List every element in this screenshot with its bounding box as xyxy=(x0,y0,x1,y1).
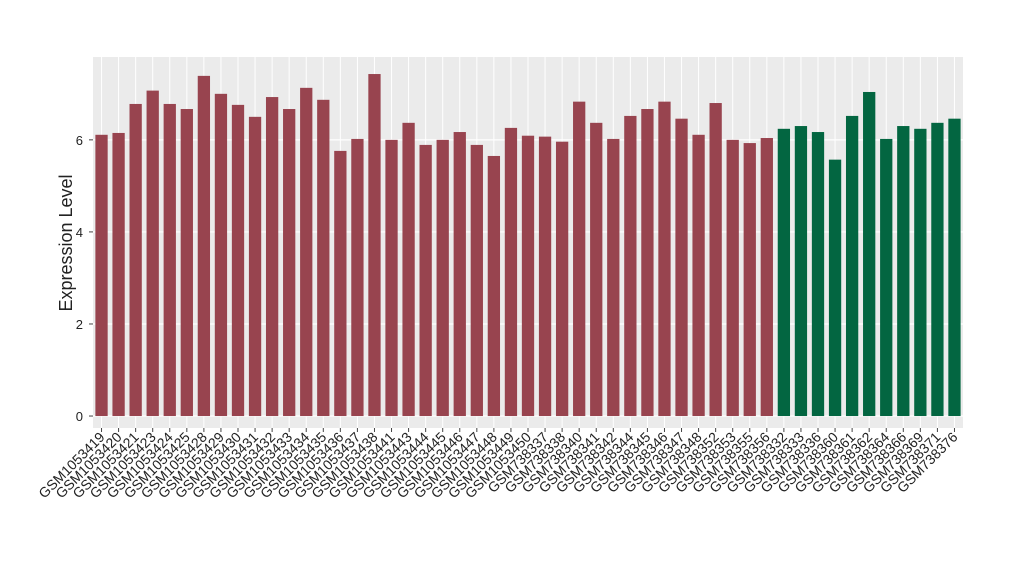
bar xyxy=(675,118,688,417)
bar xyxy=(880,138,893,417)
y-tick-label: 6 xyxy=(76,133,83,148)
bar xyxy=(555,141,569,417)
bar xyxy=(538,136,552,417)
bar xyxy=(777,128,791,417)
bar xyxy=(180,109,193,417)
bar xyxy=(709,103,722,417)
bar xyxy=(146,90,159,417)
y-axis-label: Expression Level xyxy=(56,174,76,311)
bar xyxy=(95,134,108,417)
bar xyxy=(129,103,142,417)
bar xyxy=(283,109,296,417)
bar xyxy=(265,97,279,417)
bar xyxy=(590,122,603,417)
bar xyxy=(931,122,944,417)
y-tick-label: 0 xyxy=(76,409,83,424)
bar xyxy=(436,139,449,417)
bar xyxy=(743,143,756,417)
bar xyxy=(811,132,825,417)
bar xyxy=(231,104,245,417)
bar xyxy=(624,115,637,417)
bar xyxy=(726,139,739,417)
bar xyxy=(914,128,927,417)
bar xyxy=(248,116,262,417)
bar xyxy=(402,122,415,417)
bar xyxy=(607,138,620,417)
bar xyxy=(521,135,535,417)
bar xyxy=(470,144,483,417)
y-tick-label: 2 xyxy=(76,317,83,332)
bar xyxy=(317,99,330,417)
bar xyxy=(692,134,705,417)
bar xyxy=(760,138,773,417)
bar xyxy=(197,75,211,417)
bar xyxy=(368,74,381,417)
y-tick-label: 4 xyxy=(76,225,83,240)
bar xyxy=(385,139,398,417)
bar xyxy=(487,155,501,417)
bar xyxy=(828,159,842,417)
bar xyxy=(112,132,125,417)
bar xyxy=(863,91,876,417)
bar xyxy=(948,118,961,417)
bar xyxy=(641,109,654,417)
bar xyxy=(453,132,466,417)
bar xyxy=(504,127,518,417)
bar xyxy=(573,101,586,417)
bar xyxy=(897,126,910,417)
bar xyxy=(845,115,859,417)
bar xyxy=(658,101,671,417)
bar xyxy=(334,150,347,417)
bar xyxy=(351,138,364,417)
bar xyxy=(214,93,228,417)
bar xyxy=(163,103,176,417)
bar xyxy=(794,126,808,417)
bar xyxy=(419,144,432,417)
bar xyxy=(300,87,313,417)
